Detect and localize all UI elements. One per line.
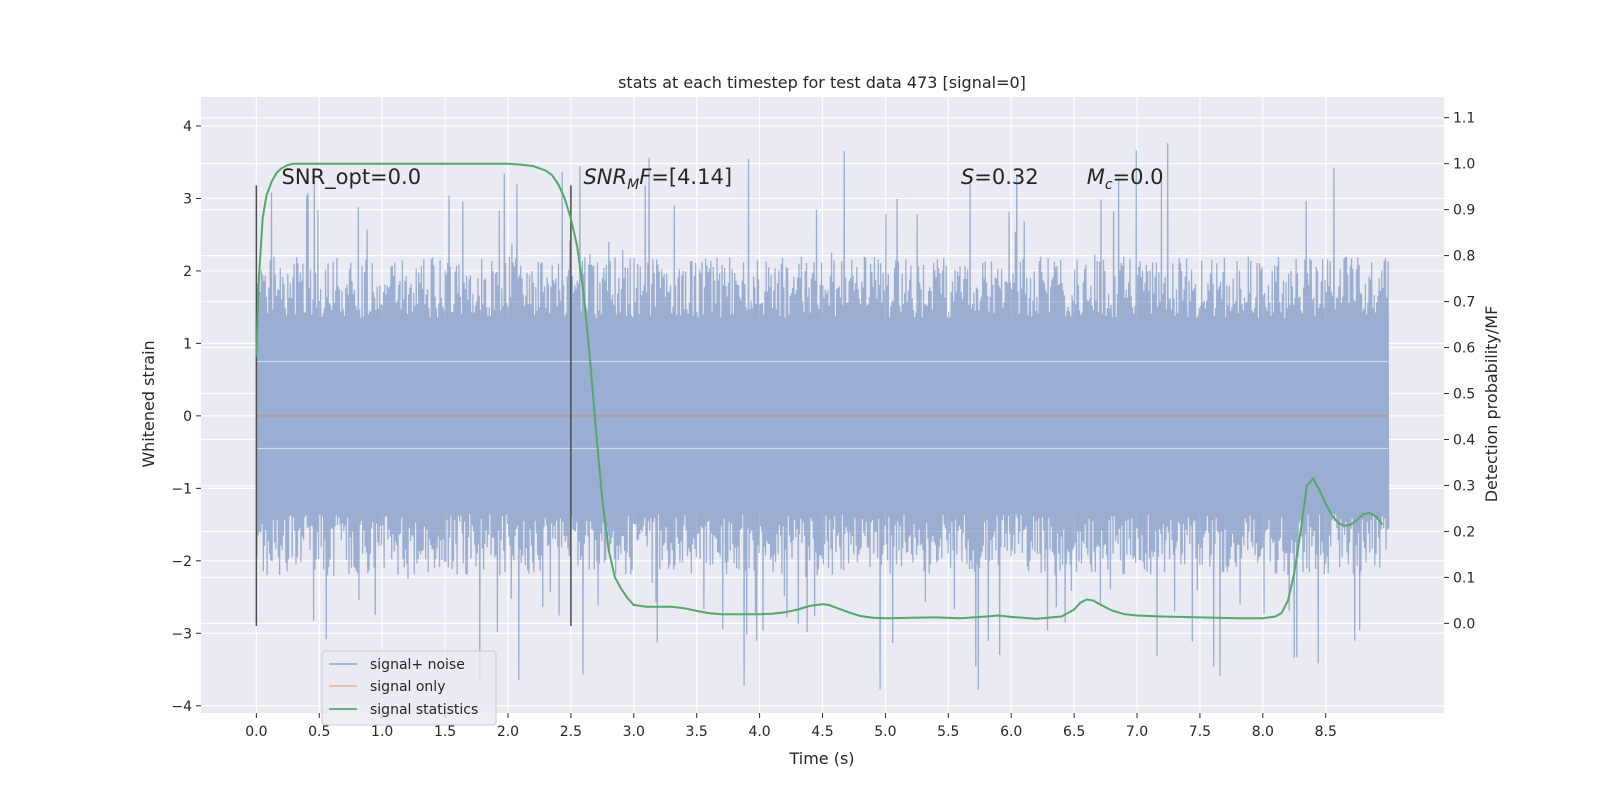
legend-box xyxy=(321,650,497,726)
y-tick-label: −2 xyxy=(171,554,192,570)
x-tick-label: 5.0 xyxy=(874,724,896,740)
y2-tick-label: 1.0 xyxy=(1453,157,1475,173)
y-tick-label: −4 xyxy=(171,699,192,715)
y2-tick-label: 0.4 xyxy=(1453,432,1475,448)
x-tick-label: 2.0 xyxy=(497,724,519,740)
y-tick-label: −1 xyxy=(171,481,192,497)
y-axis-label: Whitened strain xyxy=(139,340,158,467)
x-tick-label: 8.0 xyxy=(1252,724,1274,740)
y-tick-label: 1 xyxy=(183,336,192,352)
y-tick-label: 0 xyxy=(183,409,192,425)
y-tick-label: 4 xyxy=(183,119,192,135)
x-tick-label: 1.0 xyxy=(371,724,393,740)
x-axis-label: Time (s) xyxy=(788,749,854,768)
chart-title: stats at each timestep for test data 473… xyxy=(618,73,1026,92)
y2-tick-label: 0.2 xyxy=(1453,524,1475,540)
legend-label-signal-statistics: signal statistics xyxy=(370,702,478,718)
annotation-3: Mc=0.0 xyxy=(1087,165,1164,193)
x-tick-label: 0.0 xyxy=(245,724,267,740)
x-tick-label: 3.0 xyxy=(623,724,645,740)
x-tick-label: 6.0 xyxy=(1000,724,1022,740)
signal-statistics-line xyxy=(255,162,1384,620)
y2-tick-label: 0.5 xyxy=(1453,387,1475,403)
annotation-0: SNR_opt=0.0 xyxy=(282,165,422,190)
y2-tick-label: 0.9 xyxy=(1453,203,1475,219)
y2-tick-label: 0.1 xyxy=(1453,570,1475,586)
x-tick-label: 7.0 xyxy=(1126,724,1148,740)
x-tick-label: 6.5 xyxy=(1063,724,1085,740)
x-tick-label: 8.5 xyxy=(1315,724,1337,740)
x-tick-label: 1.5 xyxy=(434,724,456,740)
y2-tick-label: 0.0 xyxy=(1453,616,1475,632)
y-tick-label: −3 xyxy=(171,626,192,642)
vertical-markers xyxy=(255,185,572,627)
y2-tick-label: 1.1 xyxy=(1453,111,1475,127)
legend-label-signal-only: signal only xyxy=(370,679,445,695)
legend-label-signal-noise: signal+ noise xyxy=(370,657,465,673)
x-tick-label: 0.5 xyxy=(308,724,330,740)
y2-tick-label: 0.3 xyxy=(1453,478,1475,494)
x-tick-label: 5.5 xyxy=(937,724,959,740)
annotation-2: S=0.32 xyxy=(961,165,1039,189)
annotation-1: SNRMF=[4.14] xyxy=(583,165,732,193)
x-tick-label: 4.5 xyxy=(811,724,833,740)
x-tick-label: 7.5 xyxy=(1189,724,1211,740)
y-tick-label: 2 xyxy=(183,264,192,280)
y-tick-label: 3 xyxy=(183,191,192,207)
x-tick-label: 4.0 xyxy=(748,724,770,740)
axes: 0.0 0.5 1.0 1.5 2.0 2.5 3.0 3.5 4.0 4.5 5.0 5.5 6.0 6… xyxy=(171,111,1475,740)
series-signal-statistics xyxy=(255,162,1384,620)
y2-axis-label: Detection probability/MF xyxy=(1482,306,1501,503)
y2-tick-label: 0.7 xyxy=(1453,295,1475,311)
y2-tick-label: 0.6 xyxy=(1453,341,1475,357)
legend: signal+ noise signal only signal statist… xyxy=(321,650,497,726)
annotations: SNR_opt=0.0 SNRMF=[4.14] S=0.32 Mc=0.0 xyxy=(282,165,1164,193)
x-tick-label: 2.5 xyxy=(560,724,582,740)
y2-tick-label: 0.8 xyxy=(1453,249,1475,265)
x-tick-label: 3.5 xyxy=(686,724,708,740)
